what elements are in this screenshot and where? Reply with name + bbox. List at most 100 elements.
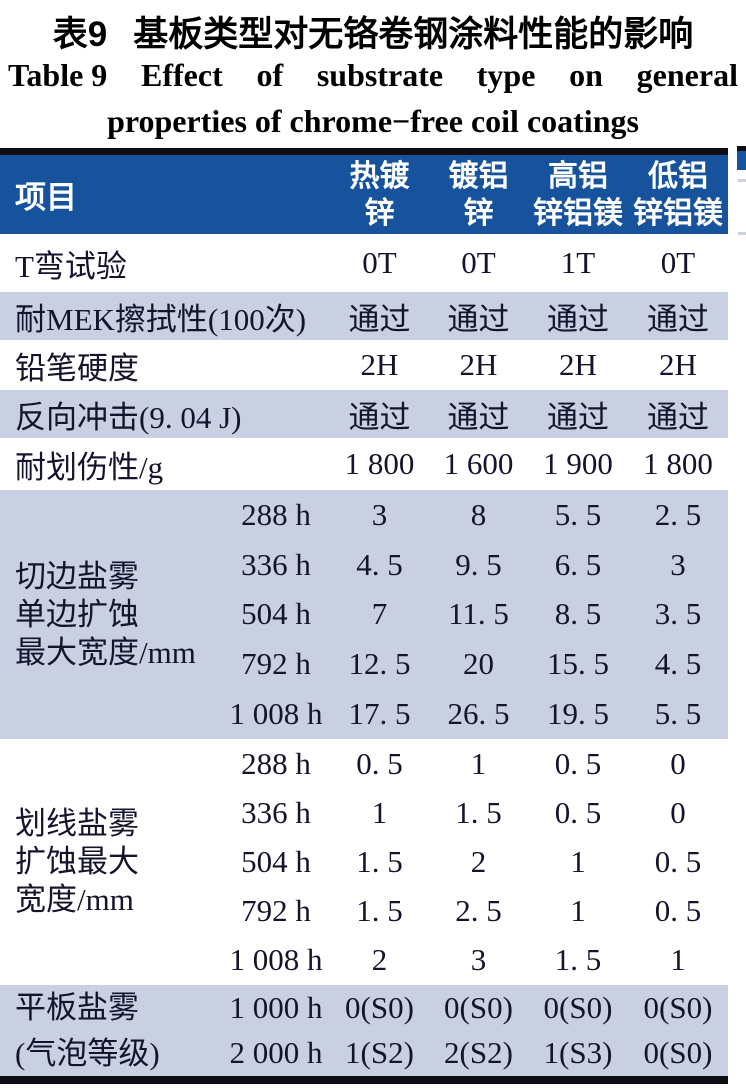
group-label-line: 宽度/mm [15,882,134,917]
group-label-line: (气泡等级) [15,1035,160,1071]
table-header-row: 项目 热镀 锌 镀铝 锌 高铝 锌铝镁 低铝 锌铝镁 [0,155,728,234]
time-cell: 2 000 h [229,1035,323,1071]
row-value: 0T [461,245,496,280]
row-value: 2. 5 [654,496,702,532]
row-label: T弯试验 [15,248,127,284]
row-value: 1 [570,843,586,879]
row-value: 0. 5 [554,745,602,781]
row-value: 3 [470,942,487,978]
group-label-line: 切边盐雾 [15,558,139,594]
group-label: 切边盐雾 单边扩蚀 最大宽度/mm [0,490,222,739]
time-cell: 1 008 h [229,696,323,732]
table-row: 铅笔硬度 2H 2H 2H 2H [0,340,728,390]
row-value: 12. 5 [348,646,411,682]
row-value: 1(S3) [543,1035,613,1071]
group-subrows: 288 h 0. 5 1 0. 5 0 336 h 1 1. 5 0. 5 0 … [222,739,728,985]
group-row-cut-edge-salt-spray: 切边盐雾 单边扩蚀 最大宽度/mm 288 h 3 8 5. 5 2. 5 33… [0,490,728,739]
row-value: 2H [360,347,399,382]
header-line: 镀铝 [448,159,509,193]
table-top-border [0,148,728,155]
table-title-en-line1: Table 9 Effect of substrate type on gene… [8,57,738,94]
row-value: 8. 5 [554,596,602,632]
title-en-word: general [636,57,738,93]
row-value: 0. 5 [554,794,602,830]
header-cell-low-al-znalmg: 低铝 锌铝镁 [628,158,728,232]
row-value: 1. 5 [554,942,602,978]
row-value: 1T [560,245,596,280]
row-value: 1 900 [543,446,613,481]
row-value: 0. 5 [654,843,702,879]
table-row: 耐划伤性/g 1 800 1 600 1 900 1 800 [0,438,728,490]
group-subrows: 288 h 3 8 5. 5 2. 5 336 h 4. 5 9. 5 6. 5… [222,490,728,739]
table-title-zh-number: 表9 [52,15,108,54]
header-cell-item: 项目 [15,180,77,215]
row-value: 0(S0) [643,1035,713,1071]
row-value: 7 [371,596,388,632]
row-value: 17. 5 [348,696,411,732]
row-value: 0. 5 [356,745,403,781]
row-value: 0T [660,245,696,280]
row-label: 铅笔硬度 [15,350,139,386]
title-en-word: substrate [316,57,444,93]
row-value: 0T [362,245,397,280]
row-value: 1. 5 [356,893,403,929]
row-value: 8 [470,496,487,532]
group-label: 平板盐雾 (气泡等级) [0,985,222,1076]
group-label-line: 最大宽度/mm [15,634,196,670]
header-line: 高铝 [548,159,608,193]
row-value: 通过 [547,399,609,435]
header-line: 热镀 [349,159,410,193]
header-line: 锌铝镁 [633,196,723,230]
row-value: 4. 5 [356,546,403,582]
row-value: 2H [659,347,697,382]
title-en-word: Table 9 [8,57,108,93]
title-en-word: type [476,57,536,93]
row-value: 5. 5 [654,696,702,732]
group-row-scribe-salt-spray: 划线盐雾 扩蚀最大 宽度/mm 288 h 0. 5 1 0. 5 0 336 … [0,739,728,985]
title-en-word: Effect [141,57,223,93]
row-value: 2. 5 [455,893,502,929]
table-bottom-border [0,1076,728,1084]
row-value: 0(S0) [345,989,414,1025]
time-cell: 504 h [241,596,311,632]
row-label: 耐划伤性/g [15,449,164,485]
time-cell: 792 h [241,893,311,929]
row-value: 3 [371,496,388,532]
row-value: 1. 5 [356,843,403,879]
time-cell: 1 000 h [229,989,323,1025]
row-value: 9. 5 [455,546,502,582]
scan-fragment-blue [737,146,746,170]
row-value: 1 [371,794,388,830]
row-value: 0(S0) [444,989,513,1025]
scan-fragment-line [738,232,746,235]
title-en-word: on [569,57,603,93]
row-value: 2H [559,347,597,382]
row-value: 0. 5 [654,893,702,929]
group-label-line: 划线盐雾 [15,806,139,841]
table-row: 耐MEK擦拭性(100次) 通过 通过 通过 通过 [0,292,728,340]
row-value: 1. 5 [455,794,502,830]
row-value: 2H [459,347,498,382]
table-row: T弯试验 0T 0T 1T 0T [0,234,728,292]
row-value: 15. 5 [547,646,609,682]
group-label: 划线盐雾 扩蚀最大 宽度/mm [0,739,222,985]
group-label-line: 单边扩蚀 [15,596,139,632]
row-value: 1 800 [344,446,415,481]
row-value: 0 [670,794,686,830]
time-cell: 336 h [241,794,311,830]
scan-fragment-line [738,179,746,182]
header-cell-hot-dip-zinc: 热镀 锌 [330,158,429,232]
row-value: 通过 [348,399,411,435]
row-value: 26. 5 [447,696,510,732]
time-cell: 336 h [241,546,311,582]
row-value: 11. 5 [448,596,509,632]
table-title-zh-text: 基板类型对无铬卷钢涂料性能的影响 [133,15,694,54]
properties-table: 项目 热镀 锌 镀铝 锌 高铝 锌铝镁 低铝 锌铝镁 T弯试验 0T 0T 1T… [0,148,728,1084]
header-cell-al-zinc: 镀铝 锌 [429,158,528,232]
row-value: 通过 [647,399,709,435]
group-label-line: 平板盐雾 [15,989,139,1025]
row-value: 2 [470,843,487,879]
row-value: 5. 5 [554,496,602,532]
title-en-word: of [256,57,284,93]
time-cell: 792 h [241,646,311,682]
